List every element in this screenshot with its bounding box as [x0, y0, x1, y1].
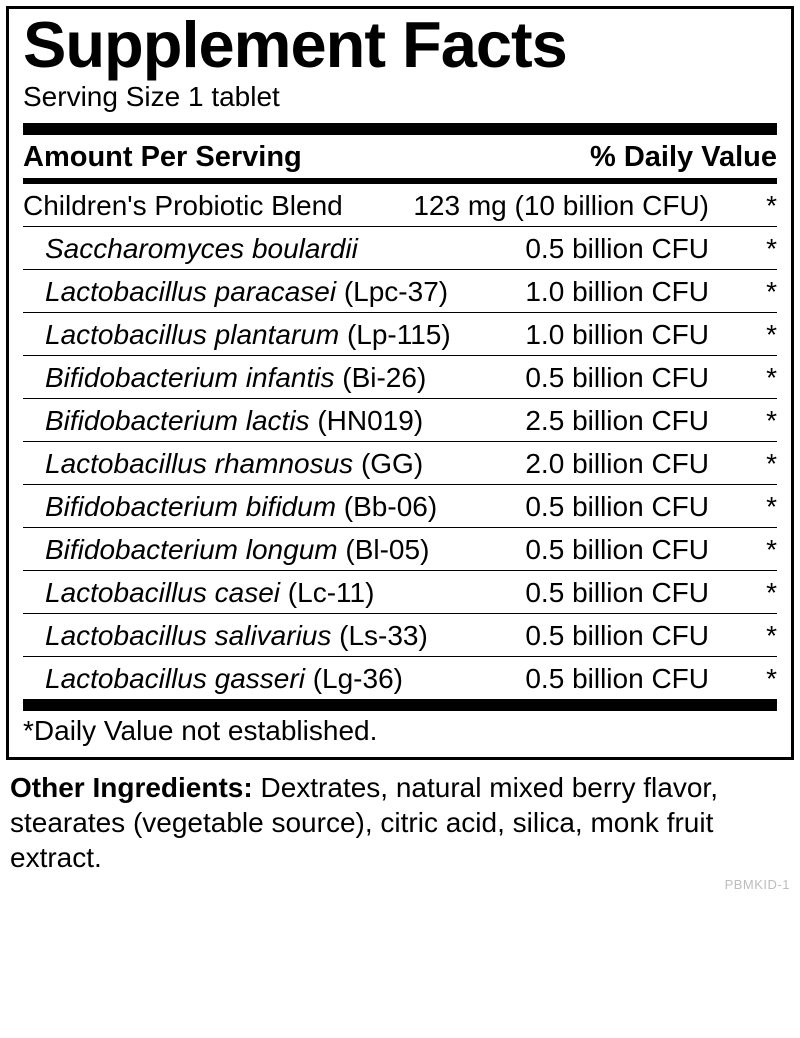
- ingredient-dv: *: [749, 663, 777, 695]
- ingredient-row: Lactobacillus plantarum (Lp-115)1.0 bill…: [23, 313, 777, 355]
- ingredient-species: Saccharomyces boulardii: [45, 233, 358, 264]
- ingredient-species: Bifidobacterium longum: [45, 534, 338, 565]
- other-ingredients-label: Other Ingredients:: [10, 772, 260, 803]
- ingredient-strain: (Bl-05): [338, 534, 430, 565]
- header-amount-per-serving: Amount Per Serving: [23, 141, 302, 174]
- ingredient-row: Lactobacillus gasseri (Lg-36)0.5 billion…: [23, 657, 777, 699]
- ingredient-row: Bifidobacterium longum (Bl-05)0.5 billio…: [23, 528, 777, 570]
- ingredient-amount: 0.5 billion CFU: [429, 534, 749, 566]
- ingredient-amount: 0.5 billion CFU: [358, 233, 749, 265]
- ingredient-strain: (Bi-26): [334, 362, 426, 393]
- ingredient-dv: *: [749, 319, 777, 351]
- ingredient-amount: 0.5 billion CFU: [428, 620, 749, 652]
- ingredient-amount: 2.5 billion CFU: [423, 405, 749, 437]
- ingredient-strain: (Lpc-37): [336, 276, 448, 307]
- ingredient-amount: 1.0 billion CFU: [451, 319, 749, 351]
- ingredient-name: Lactobacillus plantarum (Lp-115): [23, 319, 451, 351]
- ingredient-amount: 0.5 billion CFU: [426, 362, 749, 394]
- supplement-facts-panel: Supplement Facts Serving Size 1 tablet A…: [6, 6, 794, 760]
- ingredient-amount: 2.0 billion CFU: [423, 448, 749, 480]
- ingredient-name: Lactobacillus paracasei (Lpc-37): [23, 276, 448, 308]
- ingredient-amount: 0.5 billion CFU: [437, 491, 749, 523]
- ingredient-species: Lactobacillus plantarum: [45, 319, 339, 350]
- ingredient-name: Saccharomyces boulardii: [23, 233, 358, 265]
- ingredient-row: Bifidobacterium bifidum (Bb-06)0.5 billi…: [23, 485, 777, 527]
- product-code: PBMKID-1: [0, 877, 790, 892]
- ingredient-strain: (Bb-06): [336, 491, 437, 522]
- ingredient-strain: (Ls-33): [331, 620, 427, 651]
- ingredient-species: Bifidobacterium lactis: [45, 405, 310, 436]
- ingredient-dv: *: [749, 276, 777, 308]
- table-header: Amount Per Serving % Daily Value: [23, 135, 777, 178]
- ingredient-dv: *: [749, 233, 777, 265]
- ingredient-dv: *: [749, 620, 777, 652]
- ingredient-name: Lactobacillus rhamnosus (GG): [23, 448, 423, 480]
- ingredient-species: Lactobacillus salivarius: [45, 620, 331, 651]
- ingredient-strain: (Lp-115): [339, 319, 451, 350]
- ingredient-row: Lactobacillus rhamnosus (GG)2.0 billion …: [23, 442, 777, 484]
- ingredient-name: Lactobacillus casei (Lc-11): [23, 577, 374, 609]
- ingredient-name: Bifidobacterium infantis (Bi-26): [23, 362, 426, 394]
- ingredient-species: Lactobacillus casei: [45, 577, 280, 608]
- rule-thick-bottom: [23, 699, 777, 711]
- blend-row: Children's Probiotic Blend 123 mg (10 bi…: [23, 184, 777, 226]
- blend-name: Children's Probiotic Blend: [23, 190, 343, 222]
- ingredient-dv: *: [749, 448, 777, 480]
- ingredient-dv: *: [749, 534, 777, 566]
- other-ingredients: Other Ingredients: Dextrates, natural mi…: [10, 770, 790, 875]
- ingredient-row: Bifidobacterium infantis (Bi-26)0.5 bill…: [23, 356, 777, 398]
- ingredient-row: Saccharomyces boulardii0.5 billion CFU*: [23, 227, 777, 269]
- ingredient-dv: *: [749, 405, 777, 437]
- ingredient-name: Lactobacillus gasseri (Lg-36): [23, 663, 403, 695]
- ingredient-strain: (Lc-11): [280, 577, 374, 608]
- serving-size: Serving Size 1 tablet: [23, 81, 777, 113]
- ingredient-dv: *: [749, 577, 777, 609]
- ingredient-amount: 0.5 billion CFU: [374, 577, 749, 609]
- ingredient-row: Lactobacillus casei (Lc-11)0.5 billion C…: [23, 571, 777, 613]
- ingredient-row: Bifidobacterium lactis (HN019)2.5 billio…: [23, 399, 777, 441]
- ingredient-name: Bifidobacterium lactis (HN019): [23, 405, 423, 437]
- ingredient-dv: *: [749, 362, 777, 394]
- ingredient-strain: (Lg-36): [305, 663, 403, 694]
- blend-amount: 123 mg (10 billion CFU): [343, 190, 749, 222]
- header-daily-value: % Daily Value: [590, 141, 777, 174]
- ingredient-name: Bifidobacterium bifidum (Bb-06): [23, 491, 437, 523]
- ingredient-amount: 0.5 billion CFU: [403, 663, 749, 695]
- ingredient-strain: (GG): [353, 448, 423, 479]
- ingredient-species: Lactobacillus paracasei: [45, 276, 336, 307]
- ingredient-list: Saccharomyces boulardii0.5 billion CFU*L…: [23, 226, 777, 699]
- ingredient-name: Bifidobacterium longum (Bl-05): [23, 534, 429, 566]
- ingredient-dv: *: [749, 491, 777, 523]
- blend-dv: *: [749, 190, 777, 222]
- ingredient-species: Bifidobacterium infantis: [45, 362, 334, 393]
- dv-footnote: *Daily Value not established.: [23, 711, 777, 749]
- panel-title: Supplement Facts: [23, 9, 777, 79]
- ingredient-row: Lactobacillus salivarius (Ls-33)0.5 bill…: [23, 614, 777, 656]
- ingredient-amount: 1.0 billion CFU: [448, 276, 749, 308]
- ingredient-strain: (HN019): [310, 405, 424, 436]
- ingredient-species: Bifidobacterium bifidum: [45, 491, 336, 522]
- rule-thick-top: [23, 123, 777, 135]
- ingredient-name: Lactobacillus salivarius (Ls-33): [23, 620, 428, 652]
- ingredient-species: Lactobacillus gasseri: [45, 663, 305, 694]
- ingredient-row: Lactobacillus paracasei (Lpc-37)1.0 bill…: [23, 270, 777, 312]
- ingredient-species: Lactobacillus rhamnosus: [45, 448, 353, 479]
